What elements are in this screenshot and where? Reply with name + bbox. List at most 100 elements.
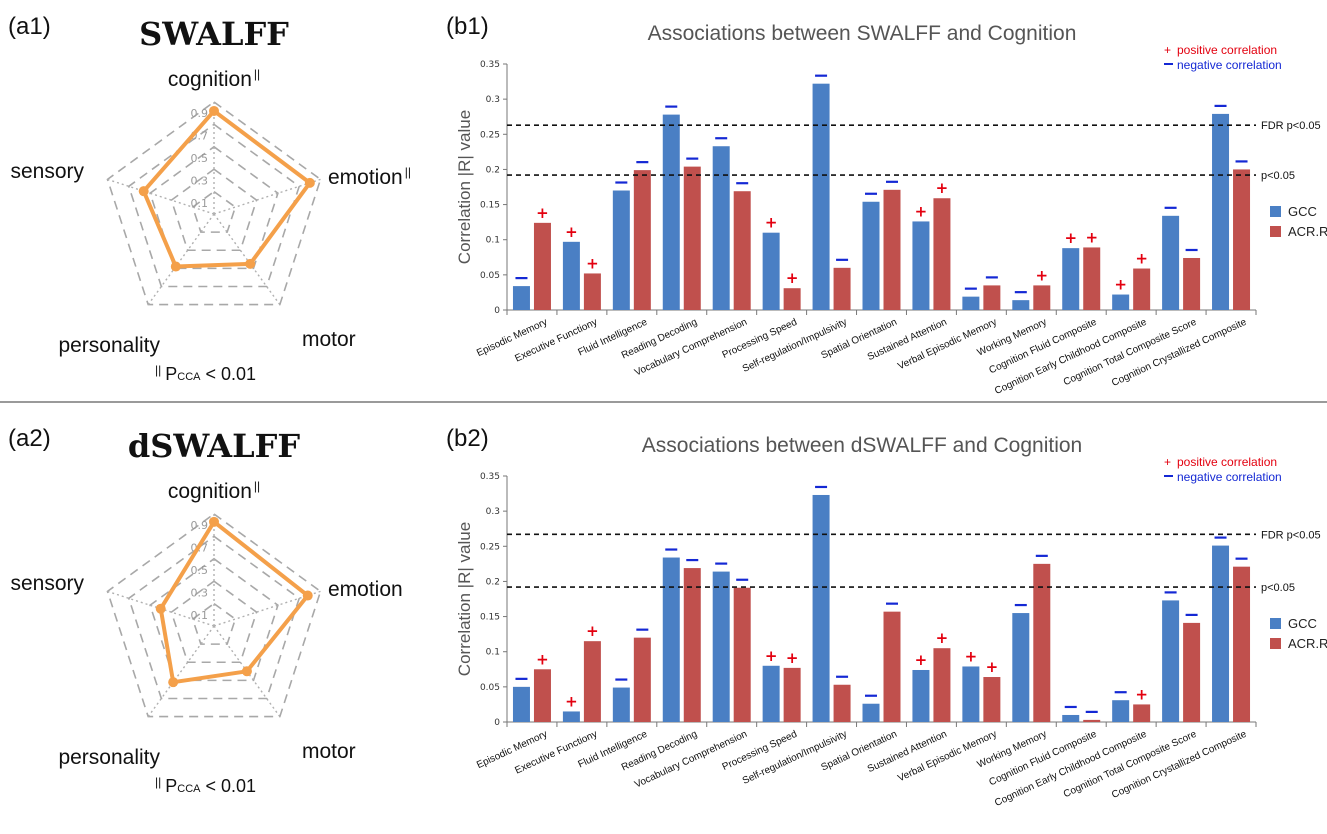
- radar-ring-tick: 0.1: [191, 609, 209, 622]
- positive-sign-marker: +: [936, 629, 949, 647]
- y-tick-label: 0.15: [480, 201, 500, 211]
- y-tick-label: 0.1: [486, 648, 500, 658]
- bar-acrr-3: [683, 166, 701, 310]
- radar-grid-ring: [191, 602, 237, 645]
- bar-acrr-14: [1233, 169, 1251, 310]
- significance-marker: ||: [254, 479, 260, 493]
- y-tick-label: 0.25: [480, 130, 500, 140]
- bar-gcc-8: [912, 221, 930, 310]
- radar-data-point-sensory: [138, 186, 149, 197]
- bar-acrr-11: [1083, 719, 1101, 722]
- y-tick-label: 0: [494, 718, 500, 728]
- radar-axis-label-cognition: cognition ||: [168, 479, 260, 503]
- radar-data-point-emotion: [304, 177, 315, 188]
- bar-gcc-10: [1012, 300, 1030, 310]
- bar-gcc-6: [812, 83, 830, 311]
- bar-gcc-4: [712, 146, 730, 310]
- bar-acrr-6: [833, 267, 851, 310]
- radar-data-point-cognition: [209, 516, 219, 527]
- radar-axis-label-sensory: sensory: [10, 572, 84, 595]
- positive-sign-marker: +: [786, 649, 799, 667]
- radar-title: dSWALFF: [128, 427, 300, 465]
- radar-grid-ring: [149, 145, 279, 270]
- bar-gcc-5: [762, 665, 780, 722]
- bar-gcc-14: [1212, 545, 1230, 722]
- positive-sign-marker: +: [536, 650, 549, 668]
- radar-spoke: [107, 178, 215, 215]
- bar-gcc-2: [612, 190, 630, 310]
- radar-data-point-motor: [245, 258, 256, 269]
- bar-gcc-4: [712, 571, 730, 722]
- bar-gcc-1: [562, 241, 580, 310]
- radar-data-point-personality: [170, 261, 181, 272]
- bar-acrr-8: [933, 648, 951, 722]
- positive-sign-marker: +: [536, 204, 549, 222]
- bar-acrr-4: [733, 587, 751, 722]
- radar-grid-ring: [170, 168, 258, 252]
- positive-sign-marker: +: [986, 658, 999, 676]
- y-tick-label: 0.35: [480, 472, 500, 482]
- bar-gcc-13: [1162, 600, 1180, 722]
- bar-gcc-3: [662, 114, 680, 310]
- bar-acrr-7: [883, 189, 901, 310]
- bar-acrr-9: [983, 285, 1001, 310]
- radar-ring-tick: 0.3: [191, 174, 209, 187]
- bar-acrr-12: [1133, 704, 1151, 722]
- pcca-note-rest: < 0.01: [200, 364, 256, 384]
- radar-axis-label-emotion: emotion ||: [328, 165, 411, 189]
- legend-swatch-gcc: [1270, 618, 1281, 629]
- positive-sign-marker: +: [565, 692, 578, 710]
- chart-title: Associations between dSWALFF and Cogniti…: [642, 434, 1082, 457]
- bar-gcc-14: [1212, 113, 1230, 310]
- bar-acrr-13: [1183, 257, 1201, 310]
- bar-acrr-11: [1083, 247, 1101, 310]
- positive-sign-marker: +: [586, 254, 599, 272]
- bar-acrr-4: [733, 191, 751, 310]
- pcca-note-sub: CCA: [177, 783, 201, 795]
- legend-label-gcc: GCC: [1288, 204, 1317, 219]
- bar-gcc-8: [912, 669, 930, 722]
- y-axis-label: Correlation |R| value: [455, 110, 474, 264]
- y-tick-label: 0.25: [480, 542, 500, 552]
- radar-grid-ring: [149, 557, 279, 682]
- radar-data-line: [158, 519, 310, 685]
- radar-grid-ring: [106, 513, 322, 718]
- radar-axis-label-sensory: sensory: [10, 160, 84, 183]
- radar-axis-name: cognition: [168, 68, 252, 91]
- y-tick-label: 0.35: [480, 60, 500, 70]
- bar-gcc-0: [512, 286, 530, 310]
- y-tick-label: 0.3: [486, 507, 500, 517]
- legend-positive-symbol: +: [1164, 455, 1171, 469]
- legend-label-acrr: ACR.R: [1288, 224, 1327, 239]
- radar-axis-name: sensory: [10, 160, 84, 183]
- positive-sign-marker: +: [565, 223, 578, 241]
- bar-gcc-13: [1162, 215, 1180, 310]
- category-label: Executive Functiony: [513, 729, 599, 777]
- radar-axis-label-motor: motor: [302, 328, 356, 351]
- bar-acrr-14: [1233, 566, 1251, 722]
- positive-sign-marker: +: [1114, 276, 1127, 294]
- positive-sign-marker: +: [1085, 228, 1098, 246]
- radar-data-point-emotion: [302, 590, 313, 601]
- threshold-label: FDR p<0.05: [1261, 120, 1321, 132]
- radar-grid-ring: [191, 190, 237, 233]
- radar-grid-ring: [170, 580, 258, 664]
- legend-label-acrr: ACR.R: [1288, 636, 1327, 651]
- legend-negative-label: negative correlation: [1177, 58, 1282, 72]
- positive-sign-marker: +: [1135, 250, 1148, 268]
- y-tick-label: 0: [494, 306, 500, 316]
- bar-acrr-2: [633, 170, 651, 310]
- chart-title: Associations between SWALFF and Cognitio…: [648, 22, 1077, 45]
- bar-acrr-13: [1183, 622, 1201, 722]
- radar-spoke: [147, 625, 215, 718]
- radar-panel-tag: (a1): [8, 13, 51, 40]
- bar-gcc-12: [1112, 294, 1130, 310]
- bar-gcc-6: [812, 494, 830, 722]
- y-tick-label: 0.05: [480, 683, 500, 693]
- radar-panel-tag: (a2): [8, 425, 51, 452]
- radar-axis-label-personality: personality: [58, 334, 160, 357]
- bar-acrr-5: [783, 288, 801, 310]
- radar-axis-name: cognition: [168, 480, 252, 503]
- bar-gcc-9: [962, 296, 980, 310]
